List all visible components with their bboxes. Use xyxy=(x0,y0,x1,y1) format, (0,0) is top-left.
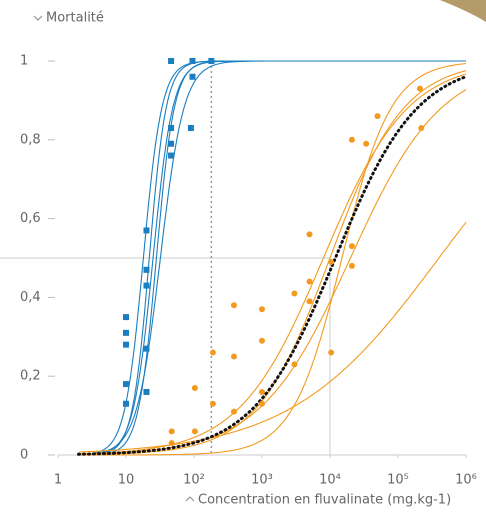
y-tick-label: 1 xyxy=(20,54,28,69)
point xyxy=(363,141,369,147)
point xyxy=(123,314,129,320)
point xyxy=(189,58,195,64)
point xyxy=(208,58,214,64)
point xyxy=(143,227,149,233)
corner-image xyxy=(440,0,486,22)
point xyxy=(168,141,174,147)
point xyxy=(307,279,313,285)
y-tick-label: 0,4 xyxy=(20,290,41,305)
point xyxy=(231,354,237,360)
x-tick-label: 10⁶ xyxy=(455,473,477,488)
y-tick-label: 0 xyxy=(20,448,28,463)
y-tick-label: 0,2 xyxy=(20,369,41,384)
point xyxy=(169,428,175,434)
fit-curve xyxy=(79,77,467,455)
point xyxy=(168,153,174,159)
fit-curve xyxy=(79,64,467,456)
point xyxy=(210,350,216,356)
point xyxy=(349,137,355,143)
point xyxy=(231,409,237,415)
fit-curve xyxy=(79,74,467,454)
point xyxy=(189,74,195,80)
point xyxy=(418,125,424,131)
x-tick-label: 10 xyxy=(118,473,135,488)
y-tick-label: 0,8 xyxy=(20,132,41,147)
point xyxy=(328,259,334,265)
point xyxy=(417,86,423,92)
point xyxy=(259,389,265,395)
x-tick-label: 10⁵ xyxy=(387,473,409,488)
x-tick-label: 10² xyxy=(183,473,205,488)
point xyxy=(291,361,297,367)
point xyxy=(259,306,265,312)
point xyxy=(307,298,313,304)
point xyxy=(375,113,381,119)
point xyxy=(143,389,149,395)
fit-curve xyxy=(79,90,467,454)
point xyxy=(259,401,265,407)
x-tick-label: 1 xyxy=(54,473,62,488)
fit-curve xyxy=(79,71,467,455)
point xyxy=(259,338,265,344)
point xyxy=(169,440,175,446)
point xyxy=(192,428,198,434)
point xyxy=(210,401,216,407)
point xyxy=(307,231,313,237)
chart: Mortalité Concentration en fluvalinate (… xyxy=(0,0,486,513)
y-axis-label: Mortalité xyxy=(46,11,104,26)
point xyxy=(123,381,129,387)
point xyxy=(123,342,129,348)
point xyxy=(231,302,237,308)
point xyxy=(188,125,194,131)
point xyxy=(143,283,149,289)
x-tick-label: 10³ xyxy=(251,473,273,488)
x-tick-label: 10⁴ xyxy=(319,473,341,488)
chevron xyxy=(186,497,194,501)
point xyxy=(192,385,198,391)
point xyxy=(123,401,129,407)
point xyxy=(123,330,129,336)
point xyxy=(168,58,174,64)
point xyxy=(328,350,334,356)
x-axis-label: Concentration en fluvalinate (mg.kg-1) xyxy=(198,493,451,508)
chevron xyxy=(34,16,42,20)
point xyxy=(349,243,355,249)
y-tick-label: 0,6 xyxy=(20,211,41,226)
point xyxy=(143,267,149,273)
point xyxy=(168,125,174,131)
point xyxy=(349,263,355,269)
point xyxy=(143,346,149,352)
point xyxy=(291,290,297,296)
